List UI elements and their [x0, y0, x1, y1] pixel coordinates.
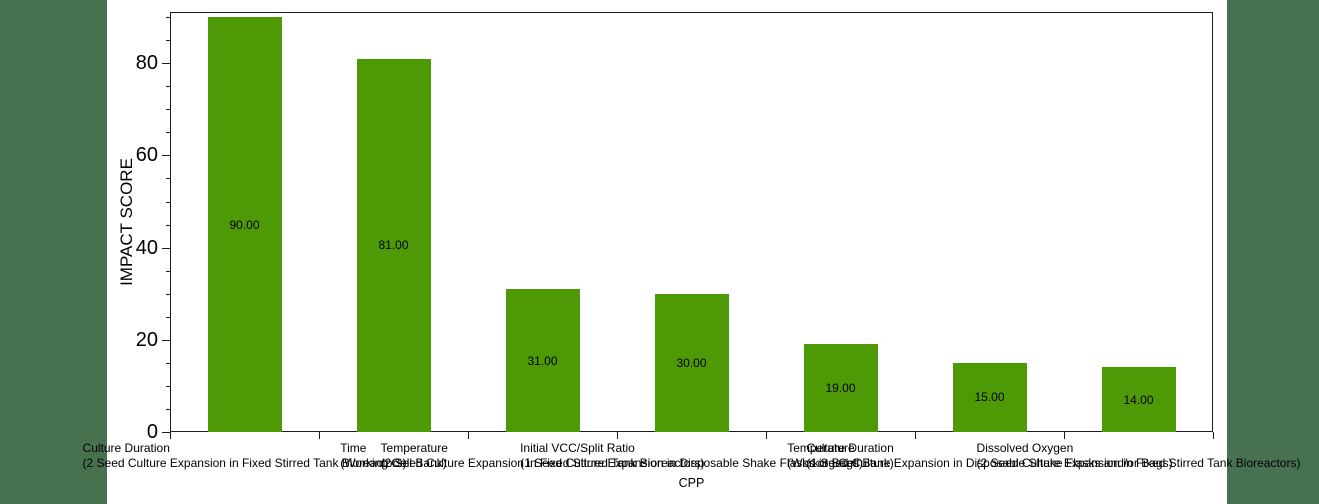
y-axis-minor-tick — [165, 293, 170, 295]
x-axis-boundary-tick — [766, 432, 767, 439]
y-axis-major-tick — [162, 432, 170, 433]
x-category-process-step: (2 Seed Culture Expansion in Fixed Stirr… — [82, 456, 407, 470]
y-axis-minor-tick — [165, 201, 170, 203]
x-category-process-step: (Working Cell Bank) — [787, 456, 894, 470]
y-axis-minor-tick — [165, 132, 170, 134]
x-category-label: Temperature (Working Cell Bank) — [787, 441, 893, 471]
y-axis-minor-tick — [165, 316, 170, 318]
y-axis-tick-label: 40 — [135, 236, 158, 259]
y-axis-minor-tick — [165, 40, 170, 42]
x-category-process-step: (2 Seed Culture Expansion in Fixed Stirr… — [976, 456, 1301, 470]
x-category-cpp: Temperature — [787, 441, 855, 455]
y-axis-minor-tick — [165, 178, 170, 180]
x-category-process-step: (Working Cell Bank) — [340, 456, 447, 470]
x-axis-boundary-tick — [468, 432, 469, 439]
y-axis-minor-tick — [165, 362, 170, 364]
x-axis-boundary-tick — [170, 432, 171, 439]
bar — [356, 58, 431, 432]
y-axis-minor-tick — [165, 224, 170, 226]
x-category-cpp: Initial VCC/Split Ratio — [520, 441, 635, 455]
y-axis-tick-label: 0 — [146, 421, 158, 443]
bar — [952, 362, 1027, 432]
y-axis-tick-label: 20 — [135, 328, 158, 351]
x-axis-title: CPP — [678, 476, 705, 490]
x-category-process-step: (2 Seed Culture Expansion in Fixed Stirr… — [380, 456, 705, 470]
x-category-label: Dissolved Oxygen (2 Seed Culture Expansio… — [977, 441, 1301, 471]
bar-value-label: 31.00 — [527, 353, 558, 368]
y-axis-major-tick — [162, 247, 170, 249]
x-category-label: Initial VCC/Split Ratio (1 Seed Culture E… — [520, 441, 863, 471]
x-axis-boundary-tick — [1213, 432, 1214, 439]
chart-canvas: IMPACT SCORE CPP 0 20 40 60 80 90.00 Culture D… — [83, 0, 1300, 504]
y-axis-minor-tick — [165, 86, 170, 88]
bar — [803, 344, 878, 432]
y-axis-tick-label: 80 — [135, 52, 158, 75]
x-category-process-step: (1 Seed Culture Expansion in Disposable … — [520, 456, 863, 470]
bar-value-label: 14.00 — [1123, 392, 1154, 407]
x-category-cpp: Culture Duration — [82, 441, 170, 455]
bar-value-label: 81.00 — [378, 238, 409, 253]
y-axis-title: IMPACT SCORE — [117, 158, 136, 286]
x-axis-boundary-tick — [915, 432, 916, 439]
x-category-process-step: (1 Seed Culture Expansion in Disposable … — [806, 456, 1173, 470]
x-category-label: Culture Duration (2 Seed Culture Expansio… — [83, 441, 407, 471]
y-axis-major-tick — [162, 63, 170, 65]
bar-value-label: 19.00 — [825, 381, 856, 396]
bar — [654, 293, 729, 432]
y-axis-tick-label: 60 — [135, 144, 158, 167]
y-axis-minor-tick — [165, 270, 170, 272]
x-axis-boundary-tick — [1064, 432, 1065, 439]
bar-value-label: 30.00 — [676, 355, 707, 370]
bar-value-label: 15.00 — [974, 390, 1005, 405]
x-axis-boundary-tick — [319, 432, 320, 439]
bar — [207, 17, 282, 432]
x-category-label: Time (Working Cell Bank) — [340, 441, 446, 471]
x-category-cpp: Dissolved Oxygen — [976, 441, 1074, 455]
bar-value-label: 90.00 — [229, 217, 260, 232]
y-axis-major-tick — [162, 155, 170, 157]
y-axis-major-tick — [162, 339, 170, 341]
y-axis-minor-tick — [165, 385, 170, 387]
x-category-cpp: Time — [340, 441, 367, 455]
y-axis-minor-tick — [165, 109, 170, 111]
x-category-label: Temperature (2 Seed Culture Expansion in … — [381, 441, 705, 471]
y-axis-minor-tick — [165, 408, 170, 410]
bar — [505, 289, 580, 432]
x-category-label: Culture Duration (1 Seed Culture Expansio… — [806, 441, 1172, 471]
x-category-cpp: Culture Duration — [806, 441, 894, 455]
bar — [1101, 367, 1176, 432]
y-axis-minor-tick — [165, 17, 170, 19]
x-axis-boundary-tick — [617, 432, 618, 439]
x-category-cpp: Temperature — [380, 441, 448, 455]
